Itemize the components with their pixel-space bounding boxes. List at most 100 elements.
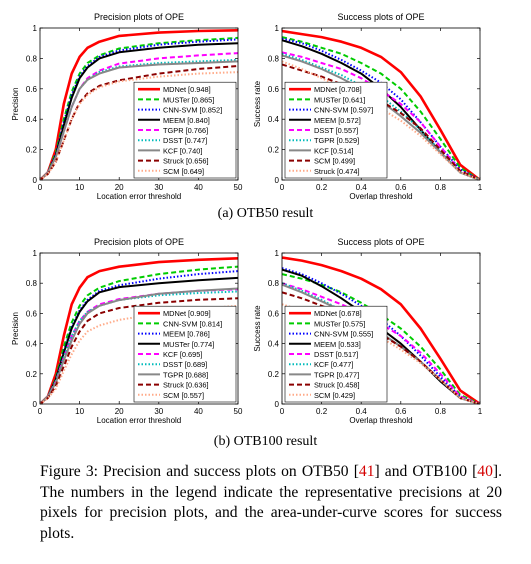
chart-2: Success plots of OPE 0 0.2 0.4 0.6 0.8 1 0 0.2 0.…	[253, 12, 483, 201]
y-axis-label: Precision	[11, 88, 20, 121]
x-axis-label: Location error threshold	[97, 416, 182, 425]
x-tick-label: 0	[280, 183, 285, 192]
legend-label-9: SCM [0.649]	[163, 167, 204, 176]
y-tick-label: 1	[275, 249, 280, 258]
x-tick-label: 40	[194, 183, 203, 192]
legend-label-7: KCF [0.514]	[314, 146, 353, 155]
y-tick-label: 0.6	[26, 85, 38, 94]
x-axis-label: Overlap threshold	[349, 416, 412, 425]
caption-text-1: Figure 3: Precision and success plots on…	[40, 463, 359, 480]
legend-label-2: MUSTer [0.865]	[163, 95, 214, 104]
legend-label-2: MUSTer [0.575]	[314, 319, 365, 328]
x-axis-label: Location error threshold	[97, 192, 182, 200]
y-tick-label: 0	[33, 176, 38, 185]
y-tick-label: 0.6	[268, 85, 280, 94]
citation-link-41[interactable]: 41	[358, 463, 375, 480]
plot-frame	[281, 27, 481, 181]
y-axis-label: Precision	[11, 312, 20, 345]
x-tick-label: 0.6	[395, 183, 407, 192]
legend-label-3: MEEM [0.786]	[163, 330, 210, 339]
legend-label-4: MEEM [0.840]	[163, 116, 210, 125]
x-tick-label: 0	[280, 407, 285, 416]
citation-link-40[interactable]: 40	[477, 463, 493, 480]
series-line-1	[282, 29, 480, 180]
y-tick-label: 1	[33, 249, 38, 258]
legend-label-7: TGPR [0.688]	[163, 370, 208, 379]
legend-label-6: KCF [0.477]	[314, 360, 353, 369]
x-tick-label: 1	[478, 407, 483, 416]
legend: MDNet [0.708]MUSTer [0.641] CNN-SVM [0.59…	[284, 81, 388, 179]
legend-label-6: TGPR [0.529]	[314, 136, 359, 145]
x-tick-label: 0.2	[316, 183, 328, 192]
y-tick-label: 0.8	[268, 279, 280, 288]
legend-label-3: CNN-SVM [0.852]	[163, 106, 222, 115]
legend-label-8: SCM [0.499]	[314, 157, 355, 166]
y-axis-label: Success rate	[253, 305, 262, 352]
legend-label-5: DSST [0.517]	[314, 350, 358, 359]
series-line-1	[40, 257, 238, 404]
y-tick-label: 1	[33, 24, 38, 33]
legend-label-1: MDNet [0.678]	[314, 309, 362, 318]
series-line-9	[40, 71, 238, 180]
x-tick-label: 0.4	[356, 183, 368, 192]
plot-frame	[39, 27, 239, 181]
series-lines	[40, 29, 238, 180]
y-tick-label: 0.2	[26, 146, 38, 155]
chart-title: Precision plots of OPE	[94, 12, 184, 22]
plot-frame	[39, 252, 239, 405]
legend-label-4: MEEM [0.572]	[314, 116, 361, 125]
x-tick-label: 10	[75, 183, 84, 192]
x-tick-label: 20	[115, 407, 124, 416]
chart-title: Success plots of OPE	[337, 237, 424, 247]
legend: MDNet [0.948]MUSTer [0.865] CNN-SVM [0.85…	[133, 81, 237, 179]
legend: MDNet [0.909]CNN-SVM [0.814] MEEM [0.786]…	[133, 305, 237, 403]
x-tick-label: 30	[154, 407, 163, 416]
y-tick-label: 0.2	[268, 370, 280, 379]
legend-label-7: TGPR [0.477]	[314, 370, 359, 379]
figure-row-a: Precision plots of OPE 0 0.2 0.4 0.6 0.8 1 0 10 2…	[0, 0, 531, 205]
y-tick-label: 0.8	[26, 54, 38, 63]
y-tick-label: 0	[275, 400, 280, 409]
legend-label-9: Struck [0.474]	[314, 167, 360, 176]
legend-label-6: DSST [0.689]	[163, 360, 207, 369]
legend-label-2: MUSTer [0.641]	[314, 95, 365, 104]
y-tick-label: 0	[275, 176, 280, 185]
legend-label-5: DSST [0.557]	[314, 126, 358, 135]
legend-label-8: Struck [0.656]	[163, 157, 209, 166]
series-line-6	[282, 282, 480, 404]
legend-label-6: DSST [0.747]	[163, 136, 207, 145]
y-tick-label: 0.4	[268, 340, 280, 349]
y-tick-label: 0.6	[26, 309, 38, 318]
legend-label-3: CNN-SVM [0.597]	[314, 106, 373, 115]
legend: MDNet [0.678]MUSTer [0.575] CNN-SVM [0.55…	[284, 305, 388, 403]
subcaption-a: (a) OTB50 result	[217, 206, 314, 221]
y-axis-label: Success rate	[253, 80, 262, 127]
figure-row-b: Precision plots of OPE 0 0.2 0.4 0.6 0.8 1 0 10 2…	[0, 229, 531, 434]
series-line-9	[282, 303, 480, 404]
x-tick-label: 0	[38, 183, 43, 192]
series-line-7	[40, 60, 238, 180]
chart-title: Precision plots of OPE	[94, 237, 184, 247]
y-tick-label: 0.2	[268, 146, 280, 155]
x-tick-label: 20	[115, 183, 124, 192]
x-tick-label: 0.8	[435, 407, 447, 416]
x-tick-label: 0	[38, 407, 43, 416]
legend-label-7: KCF [0.740]	[163, 146, 202, 155]
series-line-7	[40, 287, 238, 404]
chart-4: Success plots of OPE 0 0.2 0.4 0.6 0.8 1 0 0.2 0.…	[253, 237, 483, 425]
legend-label-1: MDNet [0.948]	[163, 85, 211, 94]
caption-text-2: ] and OTB100 [	[374, 463, 478, 480]
y-tick-label: 0.2	[26, 370, 38, 379]
x-tick-label: 10	[75, 407, 84, 416]
legend-label-4: MEEM [0.533]	[314, 340, 361, 349]
x-tick-label: 50	[234, 183, 243, 192]
legend-label-5: KCF [0.695]	[163, 350, 202, 359]
x-tick-label: 30	[154, 183, 163, 192]
series-line-1	[282, 256, 480, 404]
series-line-1	[40, 29, 238, 180]
series-line-3	[40, 38, 238, 180]
x-tick-label: 50	[234, 407, 243, 416]
